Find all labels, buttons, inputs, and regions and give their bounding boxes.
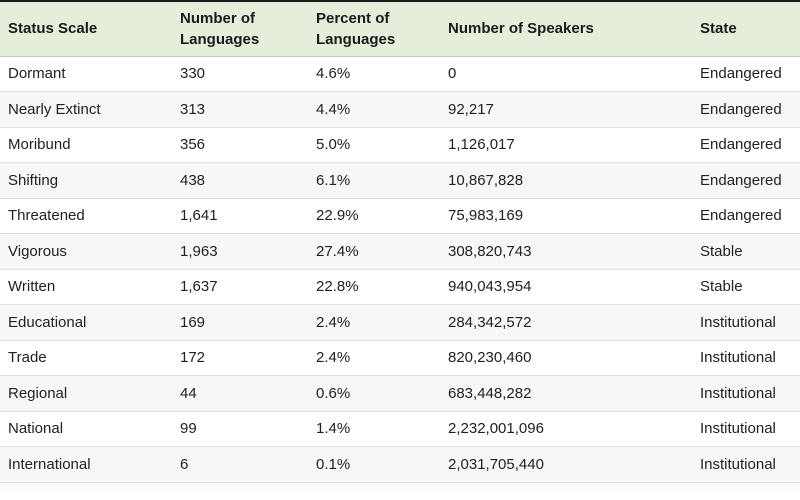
table-cell: International [0, 446, 172, 483]
table-cell: 940,043,954 [440, 269, 692, 305]
table-cell: 683,448,282 [440, 375, 692, 412]
table-row: Moribund 356 5.0% 1,126,017 Endangered [0, 127, 800, 163]
table-cell: 22.9% [308, 198, 440, 234]
table-cell: 2.4% [308, 340, 440, 376]
table-cell: 99 [172, 411, 308, 447]
table-cell: Moribund [0, 127, 172, 163]
table-cell: 0.6% [308, 375, 440, 412]
table-cell: 27.4% [308, 233, 440, 270]
table-cell: 1.4% [308, 411, 440, 447]
table-cell: Nearly Extinct [0, 91, 172, 128]
table-cell: National [0, 411, 172, 447]
table-cell: Threatened [0, 198, 172, 234]
table-cell: 5.0% [308, 127, 440, 163]
table-cell: 4.4% [308, 91, 440, 128]
column-header-number-of-languages: Number of Languages [172, 1, 308, 57]
table-cell: Institutional [692, 375, 800, 412]
table-cell: Shifting [0, 162, 172, 199]
table-row: Dormant 330 4.6% 0 Endangered [0, 56, 800, 92]
table-body: Dormant 330 4.6% 0 Endangered Nearly Extinct 3… [0, 56, 800, 483]
table-row: Shifting 438 6.1% 10,867,828 Endangered [0, 162, 800, 199]
table-cell: 10,867,828 [440, 162, 692, 199]
table-cell: 2.4% [308, 304, 440, 341]
table-cell: Dormant [0, 56, 172, 92]
table-cell: Institutional [692, 304, 800, 341]
table-cell: 356 [172, 127, 308, 163]
table-cell: Endangered [692, 56, 800, 92]
table-cell: Institutional [692, 446, 800, 483]
table-cell: 4.6% [308, 56, 440, 92]
table-cell: Institutional [692, 411, 800, 447]
table-cell: 6 [172, 446, 308, 483]
table-cell: Stable [692, 269, 800, 305]
table-row: Trade 172 2.4% 820,230,460 Institutional [0, 340, 800, 376]
table-cell: 820,230,460 [440, 340, 692, 376]
table-cell: 330 [172, 56, 308, 92]
table-cell: Regional [0, 375, 172, 412]
table-cell: Stable [692, 233, 800, 270]
column-header-status-scale: Status Scale [0, 1, 172, 57]
table-cell: 6.1% [308, 162, 440, 199]
table-cell: 308,820,743 [440, 233, 692, 270]
partial-next-row-strip [0, 482, 800, 489]
table-cell: Educational [0, 304, 172, 341]
table-cell: 22.8% [308, 269, 440, 305]
table-header-row: Status Scale Number of Languages Percent… [0, 1, 800, 57]
table-cell: 1,126,017 [440, 127, 692, 163]
table-row: International 6 0.1% 2,031,705,440 Instituti… [0, 446, 800, 483]
table-cell: 313 [172, 91, 308, 128]
table-cell: Endangered [692, 91, 800, 128]
table-cell: 169 [172, 304, 308, 341]
table-row: Nearly Extinct 313 4.4% 92,217 Endangered [0, 91, 800, 128]
table-cell: 172 [172, 340, 308, 376]
table-cell: 0.1% [308, 446, 440, 483]
language-status-table: Status Scale Number of Languages Percent… [0, 0, 800, 483]
table-cell: 1,637 [172, 269, 308, 305]
table-cell: Institutional [692, 340, 800, 376]
table-row: National 99 1.4% 2,232,001,096 Institutional [0, 411, 800, 447]
table-cell: Trade [0, 340, 172, 376]
table-cell: 1,963 [172, 233, 308, 270]
table-cell: 2,232,001,096 [440, 411, 692, 447]
table-header: Status Scale Number of Languages Percent… [0, 1, 800, 57]
table-cell: Endangered [692, 127, 800, 163]
table-cell: 44 [172, 375, 308, 412]
table-cell: 75,983,169 [440, 198, 692, 234]
table-row: Regional 44 0.6% 683,448,282 Institutional [0, 375, 800, 412]
table-row: Vigorous 1,963 27.4% 308,820,743 Stable [0, 233, 800, 270]
table-cell: 284,342,572 [440, 304, 692, 341]
table-cell: 2,031,705,440 [440, 446, 692, 483]
table-cell: Endangered [692, 162, 800, 199]
table-cell: 438 [172, 162, 308, 199]
column-header-state: State [692, 1, 800, 57]
table-cell: Vigorous [0, 233, 172, 270]
table-cell: Endangered [692, 198, 800, 234]
table-row: Threatened 1,641 22.9% 75,983,169 Endangered [0, 198, 800, 234]
table-row: Written 1,637 22.8% 940,043,954 Stable [0, 269, 800, 305]
column-header-percent-of-languages: Percent of Languages [308, 1, 440, 57]
column-header-number-of-speakers: Number of Speakers [440, 1, 692, 57]
table-cell: Written [0, 269, 172, 305]
table-cell: 1,641 [172, 198, 308, 234]
table-row: Educational 169 2.4% 284,342,572 Institution… [0, 304, 800, 341]
table-cell: 92,217 [440, 91, 692, 128]
table-cell: 0 [440, 56, 692, 92]
